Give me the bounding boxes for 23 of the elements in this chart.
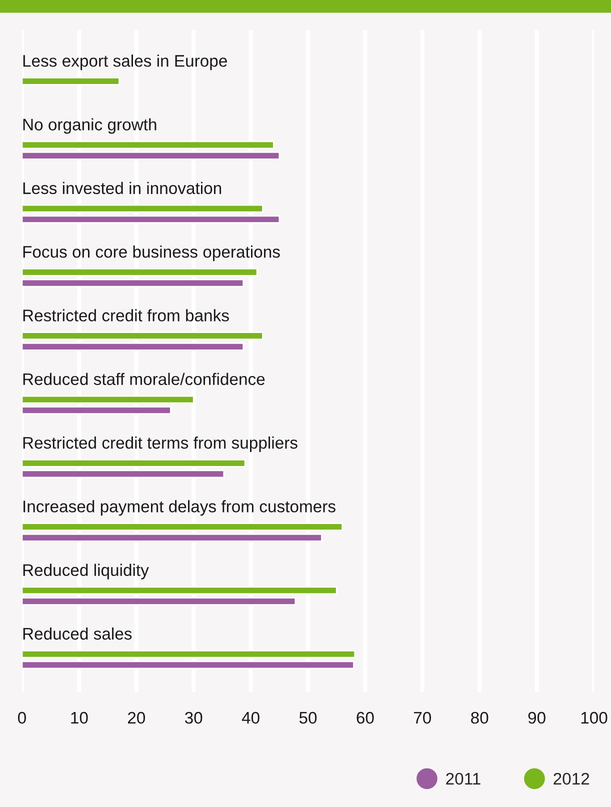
x-tick-label: 60 bbox=[356, 712, 374, 724]
y-tick-label: Focus on core business operations bbox=[23, 246, 280, 262]
x-tick-label: 90 bbox=[528, 712, 546, 724]
x-tick-label: 80 bbox=[471, 712, 488, 724]
y-tick-label: Reduced staff morale/confidence bbox=[23, 372, 265, 386]
legend-label: 2011 bbox=[446, 772, 480, 785]
x-tick-label: 70 bbox=[414, 712, 432, 724]
x-tick-label: 40 bbox=[242, 712, 260, 724]
y-tick-label: Restricted credit terms from suppliers bbox=[23, 436, 298, 452]
x-tick-label: 100 bbox=[581, 712, 608, 724]
legend-label: 2012 bbox=[554, 772, 590, 785]
x-tick-label: 50 bbox=[299, 712, 317, 724]
y-tick-label: Reduced sales bbox=[23, 627, 132, 640]
y-tick-label: Increased payment delays from customers bbox=[24, 500, 336, 516]
x-tick-label: 20 bbox=[128, 712, 146, 724]
y-tick-label: No organic growth bbox=[23, 118, 156, 134]
y-tick-label: Less invested in innovation bbox=[23, 182, 222, 194]
x-tick-label: 30 bbox=[184, 712, 202, 724]
x-tick-label: 0 bbox=[18, 712, 26, 724]
y-tick-label: Less export sales in Europe bbox=[23, 54, 227, 70]
y-tick-label: Reduced liquidity bbox=[23, 564, 149, 580]
y-tick-label: Restricted credit from banks bbox=[23, 309, 229, 322]
x-tick-label: 10 bbox=[71, 712, 88, 724]
